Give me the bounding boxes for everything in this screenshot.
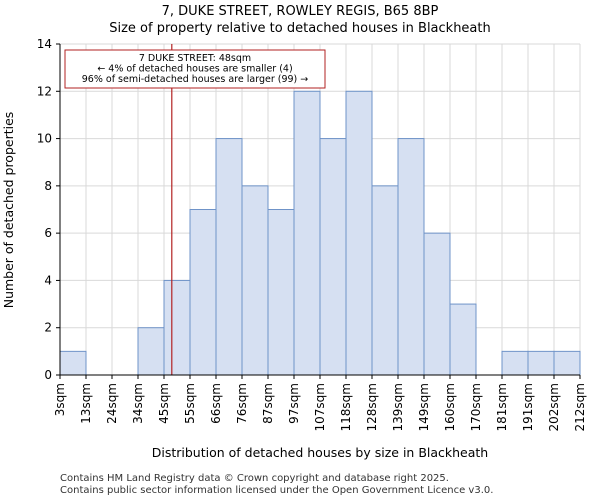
x-tick-label: 55sqm — [183, 383, 197, 424]
y-tick-label: 2 — [44, 321, 52, 335]
x-tick-label: 191sqm — [521, 383, 535, 431]
histogram-bar — [189, 209, 217, 376]
x-tick-labels: 3sqm 13sqm 24sqm 34sqm 45sqm 55sqm 66sqm 76sqm 8… — [53, 383, 587, 431]
histogram-bar — [319, 138, 347, 376]
x-tick-label: 149sqm — [417, 383, 431, 431]
histogram-bar — [345, 90, 373, 376]
histogram-bar — [267, 209, 295, 376]
y-tick-label: 10 — [37, 132, 52, 146]
y-tick-label: 12 — [37, 84, 52, 98]
x-tick-label: 76sqm — [235, 383, 249, 424]
histogram-bar — [527, 350, 555, 376]
histogram-bar — [449, 303, 477, 376]
x-tick-label: 34sqm — [131, 383, 145, 424]
footer-line-1: Contains HM Land Registry data © Crown c… — [60, 473, 449, 484]
x-tick-label: 118sqm — [339, 383, 353, 431]
x-tick-label: 128sqm — [365, 383, 379, 431]
y-tick-label: 14 — [37, 37, 52, 51]
histogram-bar — [215, 138, 243, 376]
x-tick-label: 45sqm — [157, 383, 171, 424]
annotation-line-2: ← 4% of detached houses are smaller (4) — [97, 64, 292, 75]
histogram-bar — [397, 138, 425, 376]
bars — [59, 90, 581, 376]
histogram-bar — [501, 350, 529, 376]
x-tick-label: 139sqm — [391, 383, 405, 431]
x-tick-label: 170sqm — [469, 383, 483, 431]
annotation-border — [64, 49, 326, 89]
y-tick-label: 0 — [44, 368, 52, 382]
histogram-bar — [163, 279, 191, 376]
histogram-bar — [423, 232, 451, 376]
x-axis-label: Distribution of detached houses by size … — [152, 445, 488, 460]
footer-line-2: Contains public sector information licen… — [60, 485, 493, 496]
y-tick-label: 8 — [44, 179, 52, 193]
x-tick-label: 181sqm — [495, 383, 509, 431]
axes — [56, 43, 581, 379]
y-tick-label: 4 — [44, 273, 52, 287]
x-tick-label: 202sqm — [547, 383, 561, 431]
x-tick-label: 160sqm — [443, 383, 457, 431]
y-tick-labels: 0 2 4 6 8 10 12 14 — [37, 37, 52, 382]
x-tick-label: 212sqm — [573, 383, 587, 431]
y-axis-label: Number of detached properties — [1, 112, 16, 309]
annotation-line-3: 96% of semi-detached houses are larger (… — [82, 74, 309, 85]
annotation-line-1: 7 DUKE STREET: 48sqm — [139, 53, 251, 64]
x-tick-label: 24sqm — [105, 383, 119, 424]
chart-title: 7, DUKE STREET, ROWLEY REGIS, B65 8BP — [162, 4, 439, 19]
histogram-bar — [59, 350, 87, 376]
x-tick-label: 66sqm — [209, 383, 223, 424]
x-tick-label: 13sqm — [79, 383, 93, 424]
x-tick-label: 107sqm — [313, 383, 327, 431]
x-tick-label: 87sqm — [261, 383, 275, 424]
x-tick-label: 3sqm — [53, 383, 67, 416]
y-tick-label: 6 — [44, 226, 52, 240]
histogram-bar — [241, 185, 269, 376]
chart-subtitle: Size of property relative to detached ho… — [109, 21, 491, 36]
histogram-bar — [553, 350, 581, 376]
histogram-bar — [137, 327, 165, 376]
histogram-bar — [371, 185, 399, 376]
histogram-bar — [293, 90, 321, 376]
annotation-box: 7 DUKE STREET: 48sqm ← 4% of detached ho… — [64, 49, 326, 89]
x-tick-label: 97sqm — [287, 383, 301, 424]
